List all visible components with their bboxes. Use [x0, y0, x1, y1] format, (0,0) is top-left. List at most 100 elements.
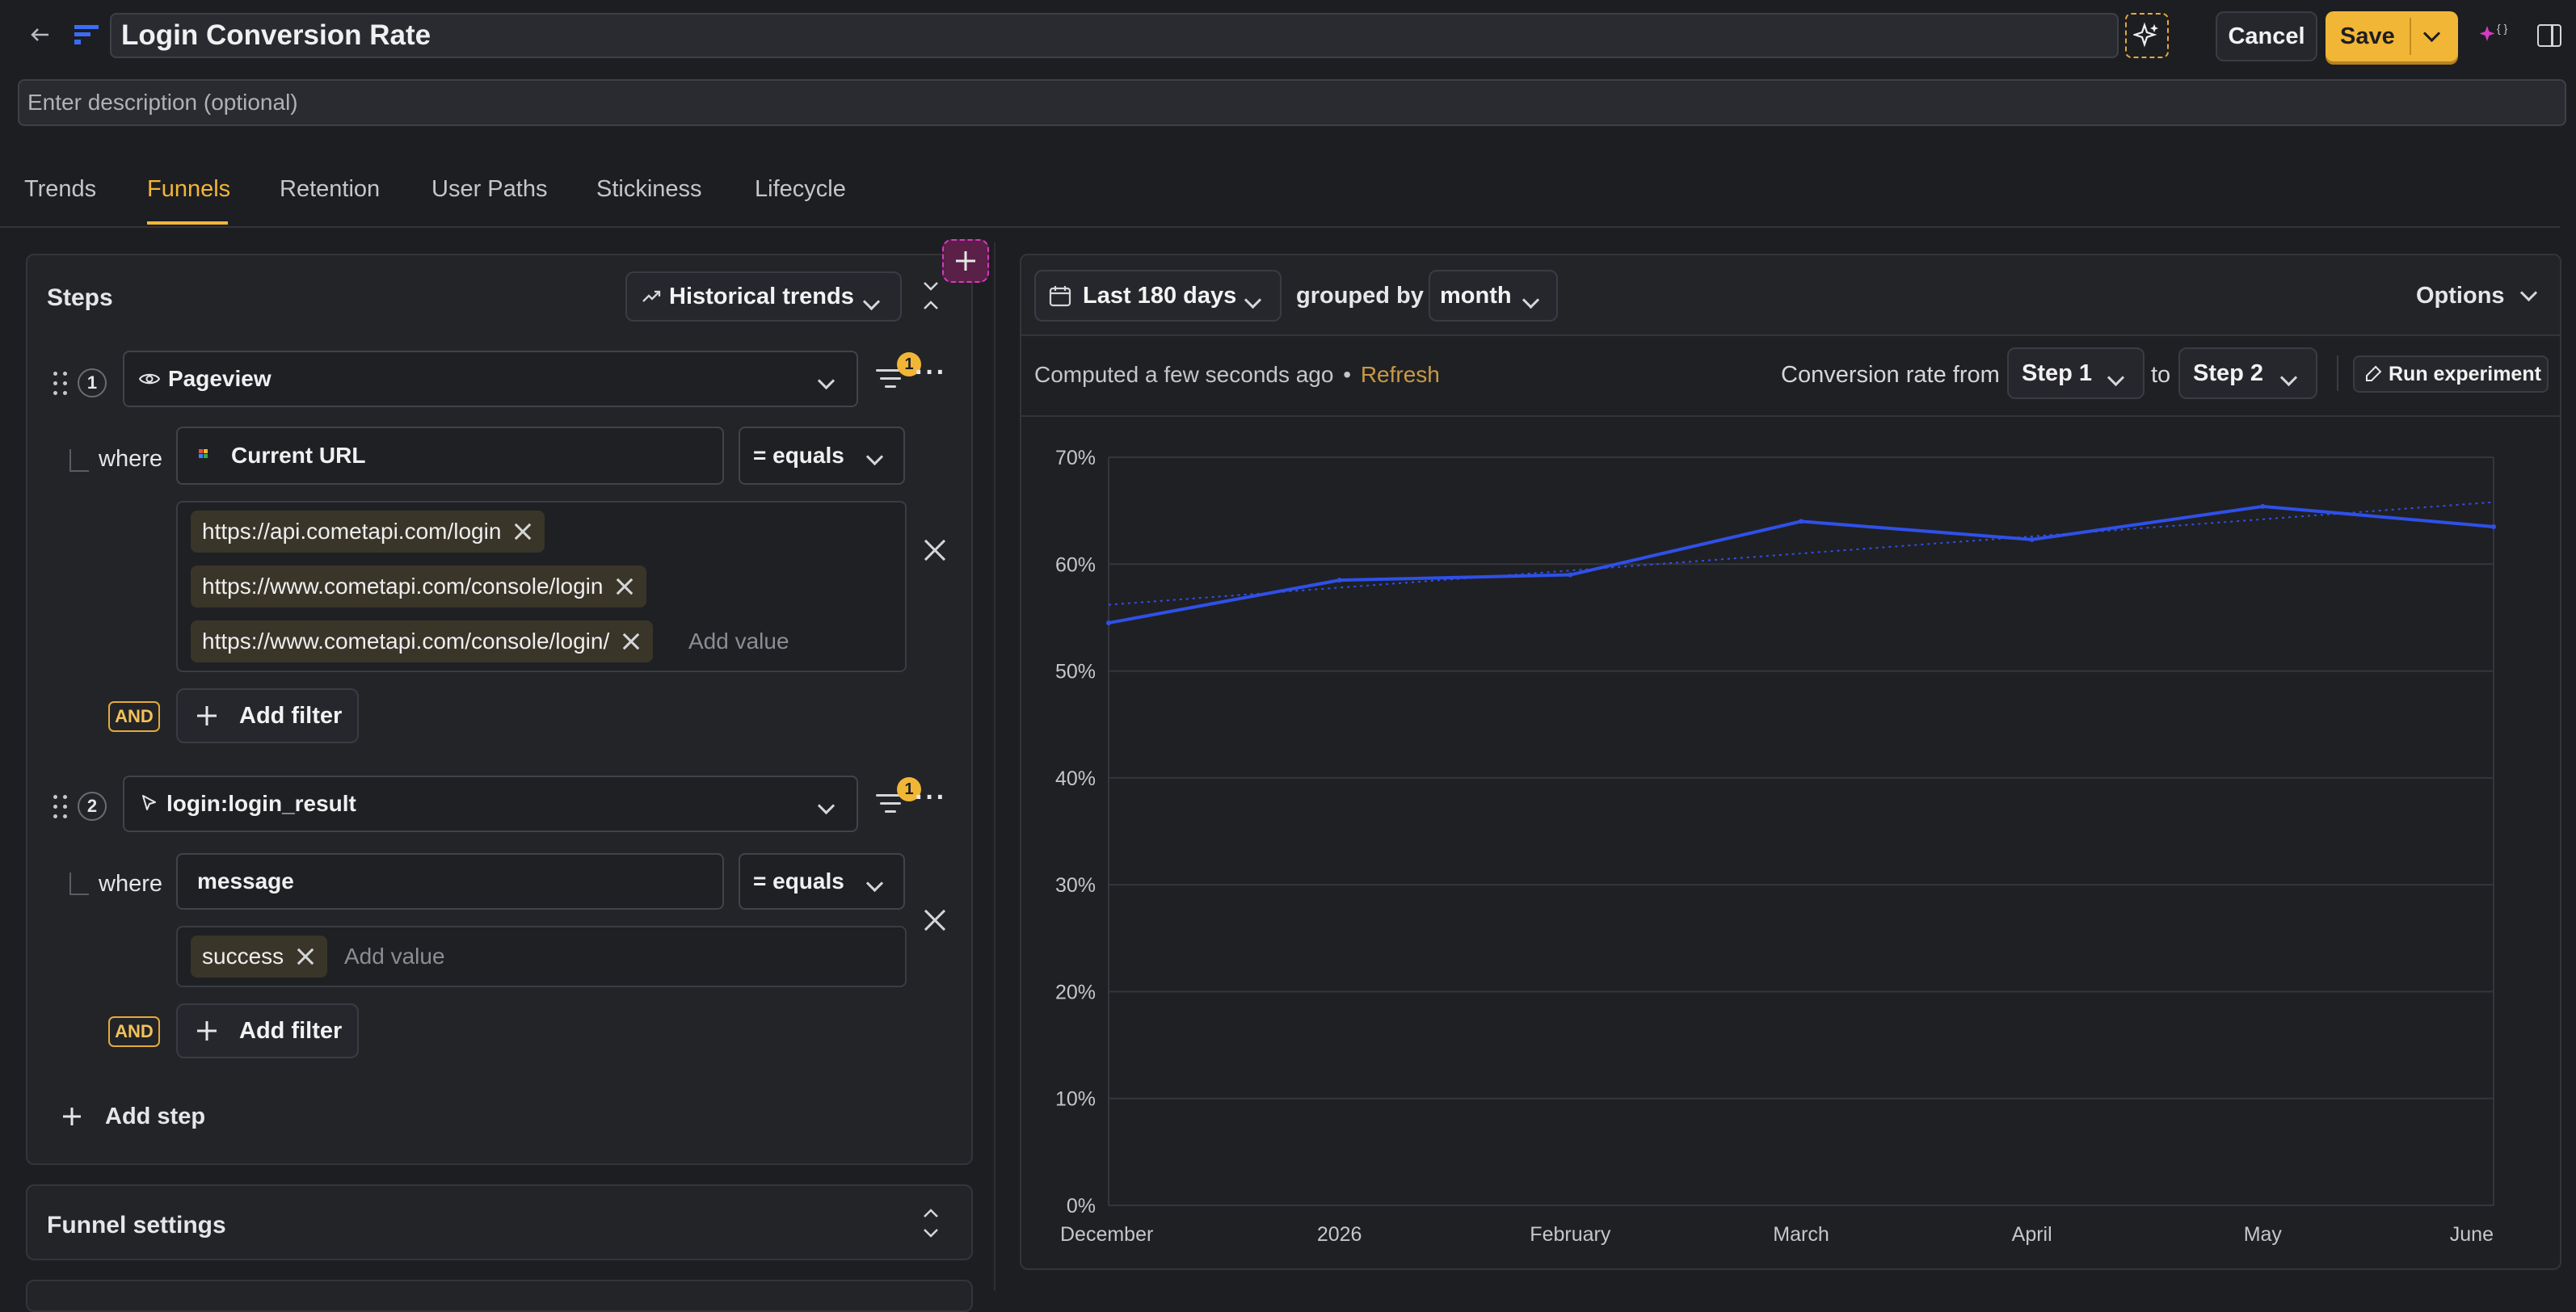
filter-count-badge: 1 — [897, 777, 921, 801]
funnel-settings-panel[interactable]: Funnel settings — [26, 1184, 973, 1260]
add-filter-button[interactable]: Add filter — [176, 688, 359, 743]
collapse-toggle-icon[interactable] — [921, 280, 941, 312]
x-tick-label: February — [1530, 1223, 1611, 1246]
calendar-icon — [1049, 286, 1071, 307]
filter-value-chip: https://www.cometapi.com/console/login/ — [191, 620, 654, 662]
chevron-down-icon[interactable] — [2422, 24, 2441, 43]
cancel-button[interactable]: Cancel — [2216, 11, 2317, 61]
more-options-icon[interactable]: ··· — [915, 357, 947, 388]
sparkle-icon — [2133, 22, 2158, 48]
cursor-icon — [142, 795, 156, 810]
data-point[interactable] — [2491, 524, 2496, 529]
plus-icon — [956, 251, 975, 271]
trend-line — [1108, 501, 2494, 606]
filter-value-chip: success — [191, 936, 328, 978]
run-experiment-button[interactable]: Run experiment — [2353, 355, 2549, 393]
close-icon[interactable] — [295, 946, 316, 967]
add-step-button[interactable]: Add step — [63, 1100, 205, 1133]
close-icon[interactable] — [621, 631, 642, 652]
add-panel-button[interactable] — [942, 239, 989, 283]
filter-values-box[interactable]: https://api.cometapi.com/login https://w… — [176, 501, 907, 672]
tab-trends[interactable]: Trends — [24, 176, 97, 202]
where-label: where — [99, 871, 162, 897]
description-placeholder: Enter description (optional) — [27, 90, 298, 115]
drag-handle-icon[interactable] — [53, 795, 68, 819]
chevron-down-icon — [817, 372, 836, 390]
insight-title-input[interactable]: Login Conversion Rate — [110, 13, 2119, 58]
tab-lifecycle[interactable]: Lifecycle — [755, 176, 846, 202]
interval-select[interactable]: month — [1429, 270, 1558, 322]
x-tick-label: December — [1060, 1223, 1153, 1246]
tab-user-paths[interactable]: User Paths — [431, 176, 548, 202]
results-header — [1021, 255, 2560, 336]
refresh-link[interactable]: Refresh — [1360, 362, 1440, 387]
visualization-type-select[interactable]: Historical trends — [625, 271, 902, 322]
funnel-trend-chart: 0% 10% 20% 30% 40% 50% 60% 70% December 2026 Febru… — [1055, 447, 2496, 1246]
drag-handle-icon[interactable] — [53, 372, 68, 396]
data-point[interactable] — [1106, 620, 1111, 626]
panel-divider — [994, 242, 995, 1291]
and-badge: AND — [108, 701, 160, 732]
app-logo-icon — [73, 23, 100, 47]
active-tab-indicator — [147, 221, 228, 225]
date-range-select[interactable]: Last 180 days — [1034, 270, 1282, 322]
to-label: to — [2151, 362, 2171, 388]
close-icon[interactable] — [614, 576, 635, 597]
y-tick-label: 70% — [1055, 447, 1096, 469]
add-filter-button[interactable]: Add filter — [176, 1003, 359, 1058]
from-step-select[interactable]: Step 1 — [2007, 347, 2145, 399]
eye-icon — [139, 373, 160, 385]
options-button[interactable]: Options — [2416, 283, 2537, 309]
chevron-down-icon — [2107, 368, 2125, 387]
insight-title: Login Conversion Rate — [121, 19, 431, 51]
magic-hint-icon[interactable]: { } — [2477, 21, 2513, 50]
plus-icon — [197, 1021, 217, 1041]
add-value-placeholder[interactable]: Add value — [688, 629, 789, 654]
filter-operator-select[interactable]: = equals — [739, 853, 905, 910]
tab-stickiness[interactable]: Stickiness — [596, 176, 702, 202]
x-tick-label: March — [1773, 1223, 1829, 1246]
filter-icon[interactable] — [874, 788, 907, 821]
where-connector — [69, 873, 89, 895]
chevron-down-icon — [862, 292, 881, 311]
remove-filter-icon[interactable] — [921, 906, 949, 934]
close-icon[interactable] — [512, 521, 533, 542]
filter-property-select[interactable]: message — [176, 853, 724, 910]
filter-operator-select[interactable]: = equals — [739, 427, 905, 485]
description-input[interactable]: Enter description (optional) — [18, 79, 2566, 126]
side-panel-toggle-icon[interactable] — [2537, 24, 2561, 47]
to-step-select[interactable]: Step 2 — [2178, 347, 2317, 399]
results-panel: Last 180 days grouped by month Options C… — [1020, 254, 2561, 1270]
filter-value-chip: https://api.cometapi.com/login — [191, 511, 545, 553]
grouped-by-label: grouped by — [1296, 283, 1424, 309]
chevron-down-icon — [1244, 291, 1262, 309]
and-badge: AND — [108, 1016, 160, 1047]
y-tick-label: 60% — [1055, 553, 1096, 576]
ai-sparkle-button[interactable] — [2125, 13, 2169, 58]
filter-values-box[interactable]: success Add value — [176, 926, 907, 987]
data-point[interactable] — [1799, 519, 1804, 524]
step-1-event-select[interactable]: Pageview — [123, 351, 858, 407]
plus-icon — [197, 706, 217, 725]
data-point[interactable] — [1568, 572, 1573, 578]
y-tick-label: 20% — [1055, 981, 1096, 1003]
remove-filter-icon[interactable] — [921, 536, 949, 564]
back-arrow-icon[interactable] — [27, 23, 52, 47]
tab-retention[interactable]: Retention — [280, 176, 381, 202]
filter-property-select[interactable]: Current URL — [176, 427, 724, 485]
data-point[interactable] — [1336, 578, 1342, 583]
more-options-icon[interactable]: ··· — [915, 782, 947, 813]
expand-toggle-icon — [921, 1207, 941, 1239]
save-button[interactable]: Save — [2326, 11, 2458, 61]
filter-icon[interactable] — [874, 364, 907, 396]
tab-funnels[interactable]: Funnels — [147, 176, 231, 202]
data-point[interactable] — [2260, 503, 2266, 509]
plus-icon — [63, 1108, 81, 1125]
conversion-from-label: Conversion rate from — [1781, 362, 2000, 388]
data-point[interactable] — [2029, 536, 2035, 542]
y-tick-label: 40% — [1055, 767, 1096, 790]
add-value-placeholder[interactable]: Add value — [344, 944, 445, 969]
step-2-event-select[interactable]: login:login_result — [123, 776, 858, 832]
chevron-down-icon — [2279, 368, 2298, 387]
step-number-badge: 2 — [78, 792, 107, 821]
